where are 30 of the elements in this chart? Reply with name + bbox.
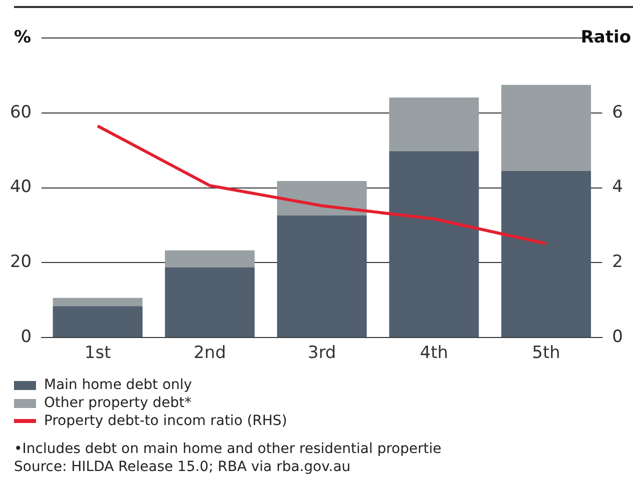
bar <box>389 151 479 338</box>
x-tick-label: 5th <box>532 343 560 364</box>
bar <box>501 84 591 171</box>
bar <box>52 306 143 338</box>
legend-label: Other property debt* <box>44 395 192 411</box>
y2-tick-label: 6 <box>612 102 624 122</box>
y2-axis-title: Ratio <box>580 27 631 48</box>
bar <box>277 181 367 216</box>
y-tick-label: 20 <box>10 252 32 272</box>
y2-tick-label: 4 <box>612 177 624 198</box>
y-tick-label: 40 <box>10 177 32 198</box>
y-tick-label: 60 <box>10 102 32 122</box>
bar <box>52 298 143 306</box>
text: •Includes debt on main home and other residential propertie <box>14 440 442 458</box>
bar <box>389 98 479 152</box>
x-tick-label: 4th <box>420 343 448 364</box>
legend-label: Property debt-to incom ratio (RHS) <box>44 413 288 429</box>
x-tick-label: 3rd <box>308 343 336 364</box>
y-axis-title: % <box>14 27 32 48</box>
x-tick-label: 1st <box>84 343 112 364</box>
y2-tick-label: 2 <box>612 252 624 272</box>
legend-label: Main home debt only <box>44 377 192 393</box>
bar <box>164 250 255 268</box>
bar <box>277 216 367 338</box>
bar <box>164 267 255 338</box>
bar <box>501 170 591 338</box>
x-tick-label: 2nd <box>194 343 226 364</box>
source-note: Source: HILDA Release 15.0; RBA via rba.gov.au <box>14 458 352 476</box>
y-tick-label: 0 <box>20 327 32 348</box>
y2-tick-label: 0 <box>612 327 624 348</box>
